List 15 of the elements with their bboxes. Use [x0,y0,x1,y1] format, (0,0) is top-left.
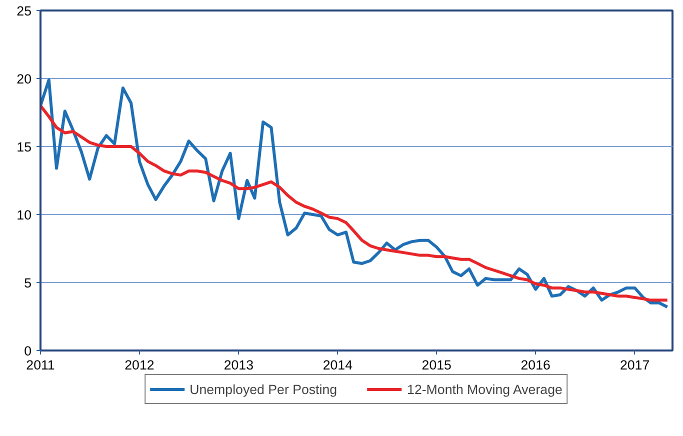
y-tick-label: 15 [16,140,32,154]
x-tick-label: 2013 [224,358,254,372]
legend-label: 12-Month Moving Average [407,382,562,396]
legend-label: Unemployed Per Posting [190,382,338,396]
y-tick-label: 20 [16,72,32,86]
y-tick-label: 5 [24,276,32,290]
y-tick-label: 10 [16,208,32,222]
y-tick-label: 0 [24,344,32,358]
x-tick-label: 2011 [26,358,55,372]
x-tick-label: 2017 [620,358,650,372]
x-tick-label: 2012 [124,358,154,372]
x-tick-label: 2015 [422,358,452,372]
y-tick-label: 25 [16,4,32,18]
x-tick-label: 2014 [322,358,354,372]
x-tick-label: 2016 [520,358,550,372]
